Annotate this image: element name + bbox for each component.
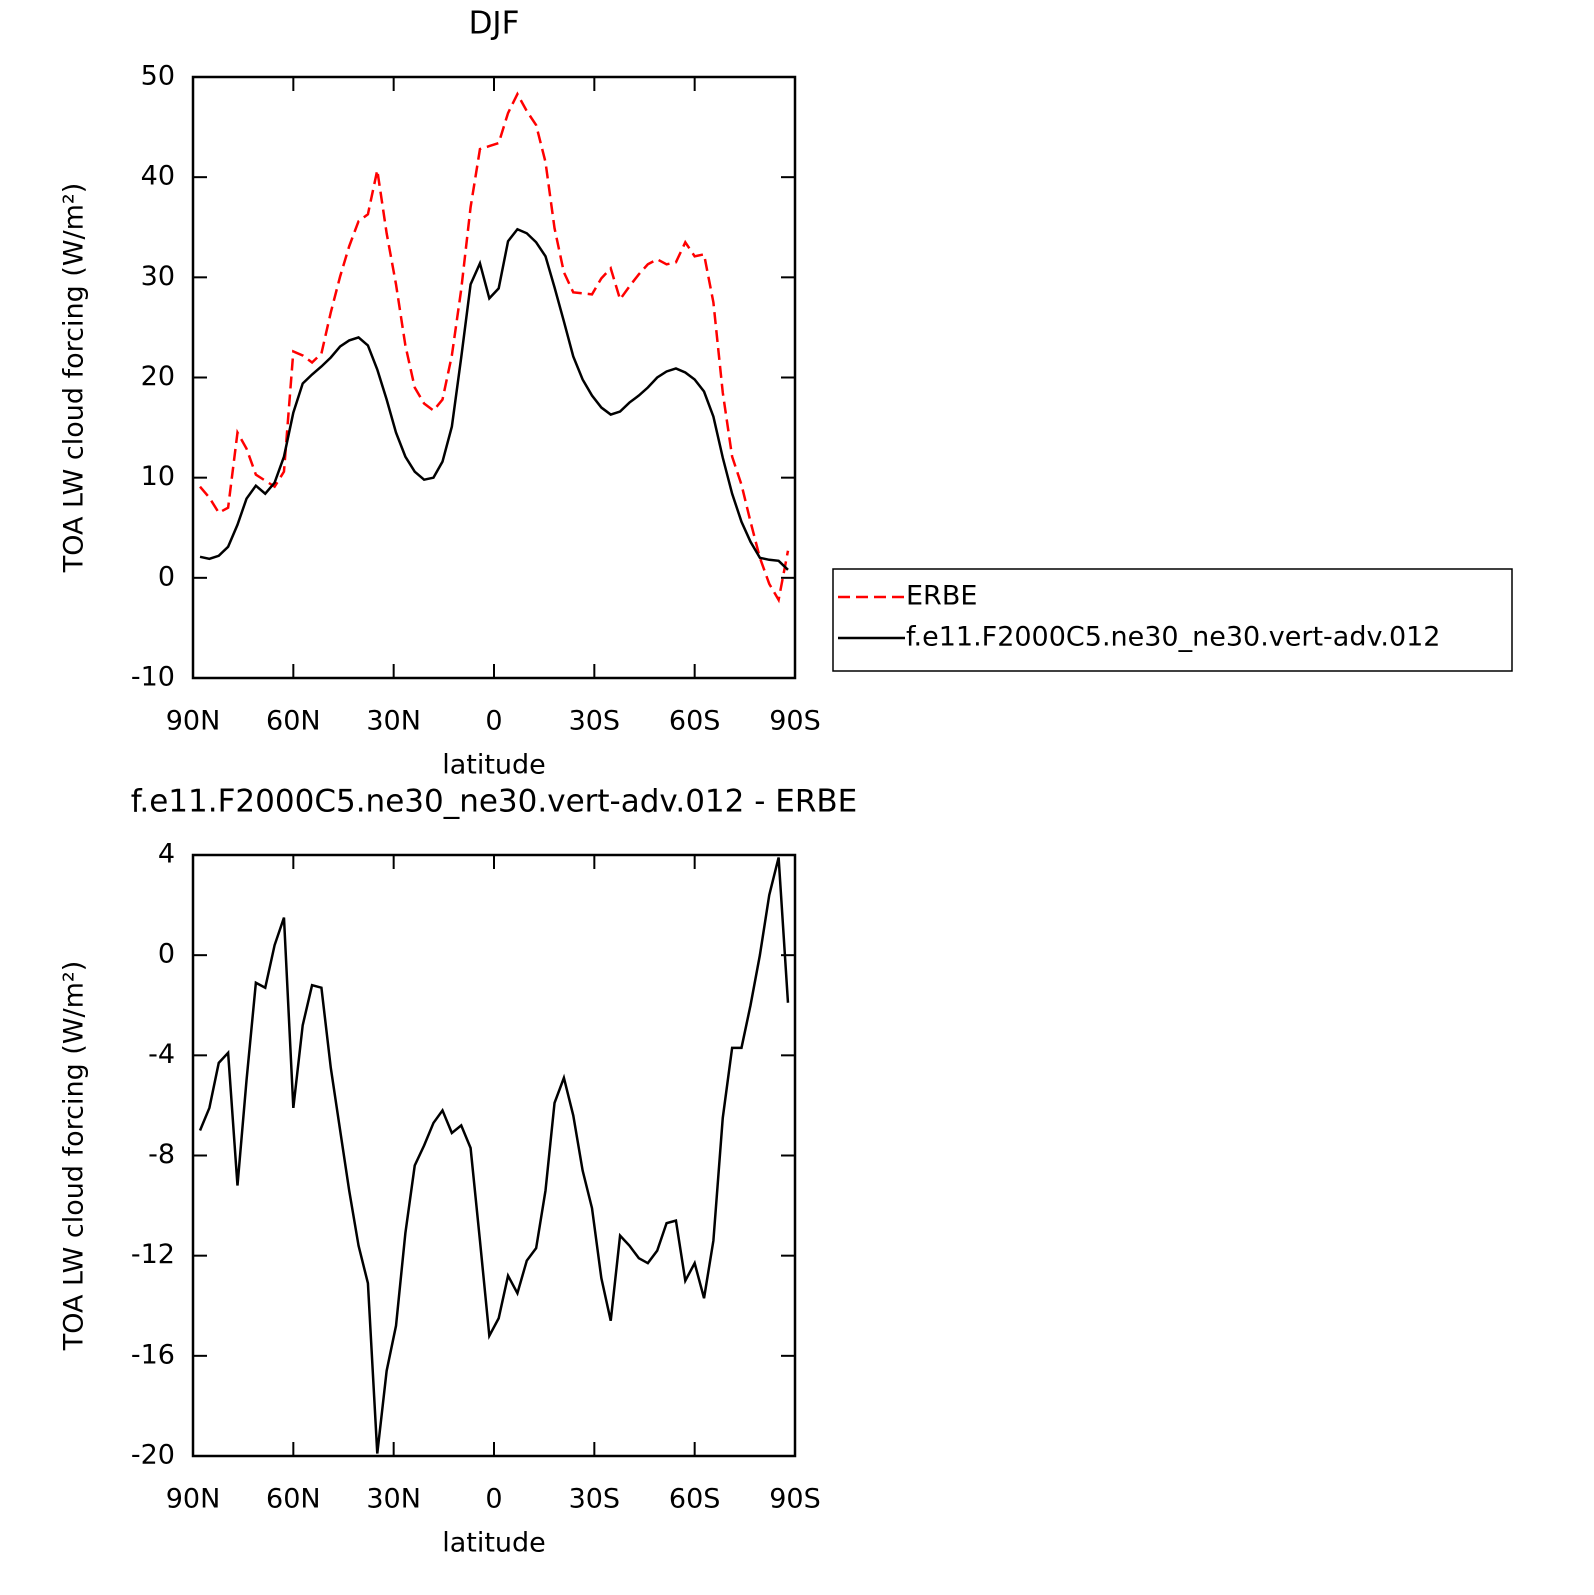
data-line [199,91,790,604]
y-tick-label: 0 [158,561,175,592]
y-tick-label: -16 [131,1339,175,1370]
x-tick-label: 30S [569,706,621,737]
x-tick-label: 0 [485,1484,502,1515]
x-tick-label: 90S [769,1484,821,1515]
x-tick-label: 30N [366,706,421,737]
y-tick-label: 20 [141,361,175,392]
plot-frame [191,853,797,1458]
y-tick-label: 40 [141,161,175,192]
data-line [199,227,789,571]
y-tick-label: 30 [141,261,175,292]
y-tick-label: 0 [158,939,175,970]
x-tick-label: 60N [266,706,321,737]
x-tick-label: 30S [569,1484,621,1515]
y-tick-label: 4 [158,839,175,870]
x-tick-label: 60N [266,1484,321,1515]
x-axis-label: latitude [442,1528,546,1559]
y-tick-label: 50 [141,61,175,92]
y-tick-label: 10 [141,461,175,492]
x-tick-label: 90S [769,706,821,737]
y-axis-label: TOA LW cloud forcing (W/m²) [59,961,90,1352]
y-tick-label: -8 [148,1139,175,1170]
x-tick-label: 30N [366,1484,421,1515]
y-axis-label: TOA LW cloud forcing (W/m²) [59,183,90,574]
x-tick-label: 0 [485,706,502,737]
chart-title: DJF [469,6,520,42]
legend-label: f.e11.F2000C5.ne30_ne30.vert-adv.012 [906,622,1440,653]
legend-box [832,568,1513,672]
x-tick-label: 60S [669,1484,721,1515]
x-axis-label: latitude [442,750,546,781]
y-tick-label: -10 [131,662,175,693]
y-tick-label: -4 [148,1039,175,1070]
y-tick-label: -12 [131,1239,175,1270]
legend-label: ERBE [906,581,977,612]
x-tick-label: 90N [166,706,221,737]
data-line [198,857,790,1454]
y-tick-label: -20 [131,1440,175,1471]
x-tick-label: 90N [166,1484,221,1515]
chart-title: f.e11.F2000C5.ne30_ne30.vert-adv.012 - E… [131,784,858,820]
plot-frame [191,75,797,680]
x-tick-label: 60S [669,706,721,737]
